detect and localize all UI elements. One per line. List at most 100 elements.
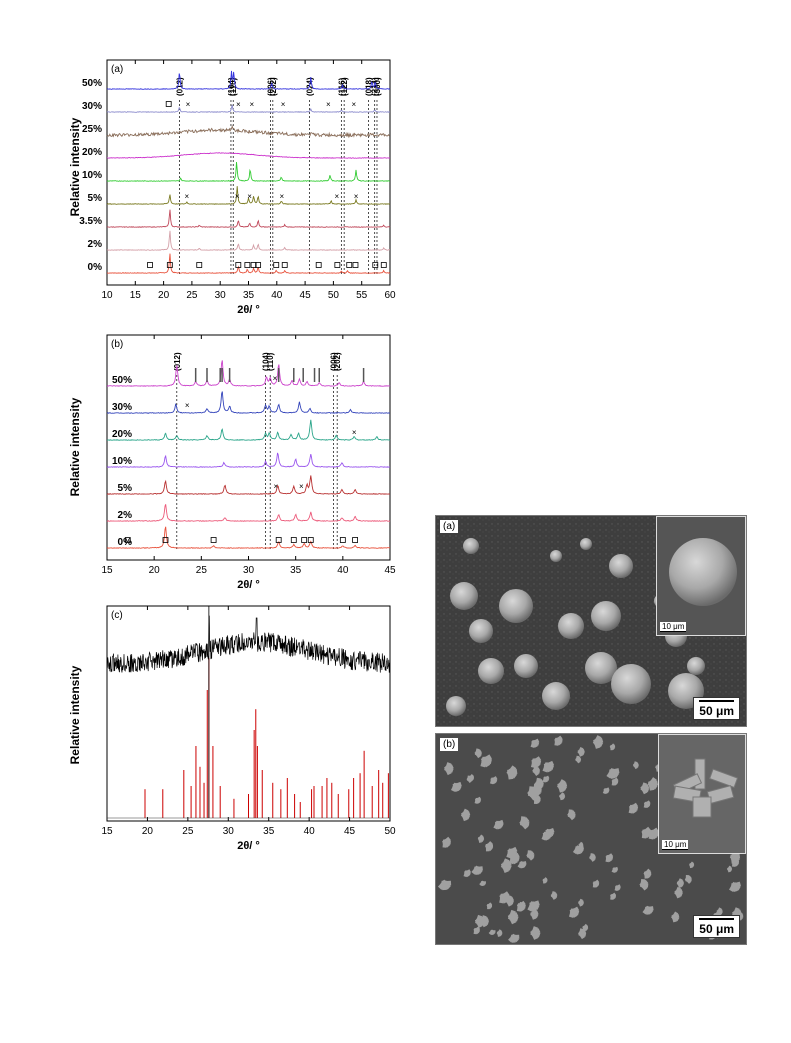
xrd-series-line: [106, 161, 391, 182]
microflower: [582, 923, 589, 932]
petal: [501, 862, 510, 873]
petal: [533, 797, 538, 805]
square-marker: [315, 262, 322, 268]
cross-marker: ×: [326, 100, 331, 109]
petal: [506, 848, 514, 859]
microflower: [716, 907, 723, 916]
microflower: [674, 886, 683, 899]
square-marker: [352, 537, 358, 543]
microflower: [508, 933, 520, 943]
xrd-series-line: [107, 253, 391, 274]
microflower: [489, 776, 498, 785]
microflower: [474, 796, 482, 804]
petal: [554, 737, 560, 746]
x-tick-label: 25: [196, 565, 208, 576]
plot-frame: [106, 605, 391, 822]
petal: [527, 901, 536, 912]
microflower: [517, 860, 527, 869]
petal: [508, 933, 517, 943]
x-tick-label: 50: [384, 826, 396, 837]
petal: [674, 889, 681, 899]
crystal-plane-label: (202): [269, 77, 278, 96]
microsphere: [591, 601, 621, 631]
experimental-pattern: [106, 615, 391, 673]
square-marker: [372, 262, 379, 268]
petal: [671, 914, 677, 923]
microflower: [550, 891, 558, 900]
microflower: [726, 865, 733, 873]
xrd-series-line: [106, 125, 391, 139]
microflower: [689, 861, 695, 869]
xrd-panel-c: Relative intensity 15 20 25 30 35 40 45 50 2θ/ °…: [60, 598, 400, 863]
x-tick-label: 20: [158, 290, 170, 301]
microflower: [541, 830, 552, 841]
microsphere: [550, 550, 562, 562]
petal: [516, 903, 523, 912]
square-marker: [380, 262, 387, 268]
x-tick-label: 60: [384, 290, 396, 301]
microflower: [731, 857, 740, 867]
y-axis-label-c: Relative intensity: [68, 665, 82, 765]
microflower: [628, 802, 639, 814]
microflower: [471, 865, 483, 875]
microsphere: [469, 619, 493, 643]
xrd-panel-b: Relative intensity 15 20 25 30 35 40 45 2θ/ ° (b…: [60, 325, 400, 595]
series-label: 3.5%: [79, 216, 102, 227]
microflower: [578, 928, 587, 940]
square-marker: [273, 262, 280, 268]
microflower: [643, 800, 651, 809]
square-marker: [210, 537, 217, 543]
microflower: [506, 765, 518, 780]
x-tick-label: 40: [271, 290, 283, 301]
microflower: [577, 746, 585, 757]
petal: [731, 859, 736, 867]
microsphere: [514, 654, 538, 678]
microflower: [606, 768, 620, 779]
microflower: [496, 929, 503, 937]
petal: [593, 738, 601, 749]
petal: [480, 756, 488, 768]
petal: [550, 893, 557, 900]
petal: [532, 786, 541, 797]
microflower: [500, 858, 512, 873]
square-marker: [352, 262, 359, 268]
petal: [592, 881, 597, 888]
sem-image-a: 10 μm (a) 50 μm: [435, 515, 747, 727]
x-tick-label: 45: [300, 290, 312, 301]
microflower: [610, 892, 617, 900]
microflower: [639, 878, 649, 891]
square-marker: [166, 262, 173, 268]
petal: [509, 854, 516, 865]
crystal-plane-label: (104): [227, 77, 236, 96]
square-marker: [275, 537, 282, 543]
xrd-series-line: [106, 186, 391, 205]
petal: [474, 918, 483, 928]
petal: [519, 819, 529, 830]
microflower: [578, 841, 584, 849]
series-label: 5%: [88, 193, 103, 204]
petal: [605, 854, 611, 863]
square-marker: [307, 537, 314, 543]
microflower: [526, 850, 535, 861]
scale-bar-a: 50 μm: [693, 697, 740, 720]
series-label: 20%: [82, 147, 102, 158]
square-marker: [250, 262, 257, 268]
crystal-plane-label: (018): [364, 77, 373, 96]
microflower: [648, 827, 659, 840]
microflower: [527, 900, 540, 912]
microflower: [444, 762, 454, 776]
sem-inset-a: 10 μm: [656, 516, 746, 636]
x-axis-label: 2θ/ °: [237, 579, 260, 591]
sem-inset-b: 10 μm: [658, 734, 746, 854]
series-label: 10%: [112, 456, 132, 467]
x-tick-label: 30: [223, 826, 235, 837]
panel-label: (b): [111, 339, 123, 350]
petal: [578, 843, 582, 849]
x-tick-label: 35: [263, 826, 275, 837]
square-marker: [290, 537, 297, 543]
petal: [541, 831, 549, 841]
microflower: [554, 735, 563, 746]
microflower: [575, 755, 582, 764]
xrd-series-line: [106, 70, 391, 90]
microflower: [532, 765, 541, 776]
